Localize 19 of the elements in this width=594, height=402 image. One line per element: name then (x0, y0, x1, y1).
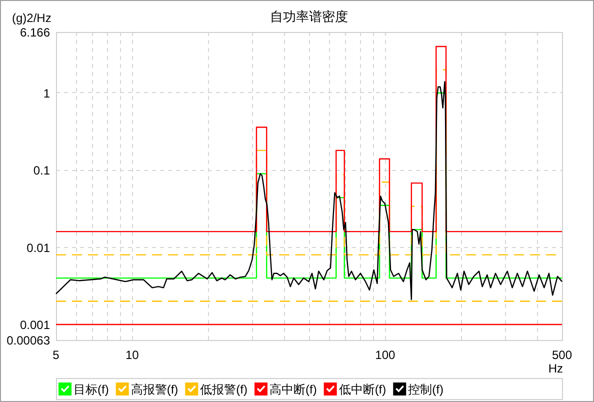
legend-label: 高报警(f) (130, 382, 178, 396)
y-tick-label: 6.166 (20, 26, 50, 40)
legend-label: 控制(f) (408, 382, 444, 396)
y-tick-label: 0.01 (26, 240, 50, 255)
y-axis-title: (g)2/Hz (12, 11, 52, 25)
legend-label: 低报警(f) (200, 382, 248, 396)
x-tick-label: 100 (375, 348, 396, 362)
legend-label: 低中断(f) (338, 382, 386, 396)
x-tick-label: 500 (552, 348, 572, 362)
legend-label: 目标(f) (74, 382, 109, 396)
x-tick-label: 10 (125, 348, 140, 362)
chart-title: 自功率谱密度 (270, 9, 348, 24)
y-tick-label: 1 (43, 86, 50, 100)
x-axis-title: Hz (548, 362, 563, 376)
y-tick-label: 0.001 (20, 318, 50, 332)
y-tick-label: 0.1 (33, 164, 50, 178)
legend-label: 高中断(f) (269, 382, 317, 396)
x-tick-label: 5 (52, 348, 60, 362)
y-tick-label: 0.00063 (6, 334, 50, 348)
